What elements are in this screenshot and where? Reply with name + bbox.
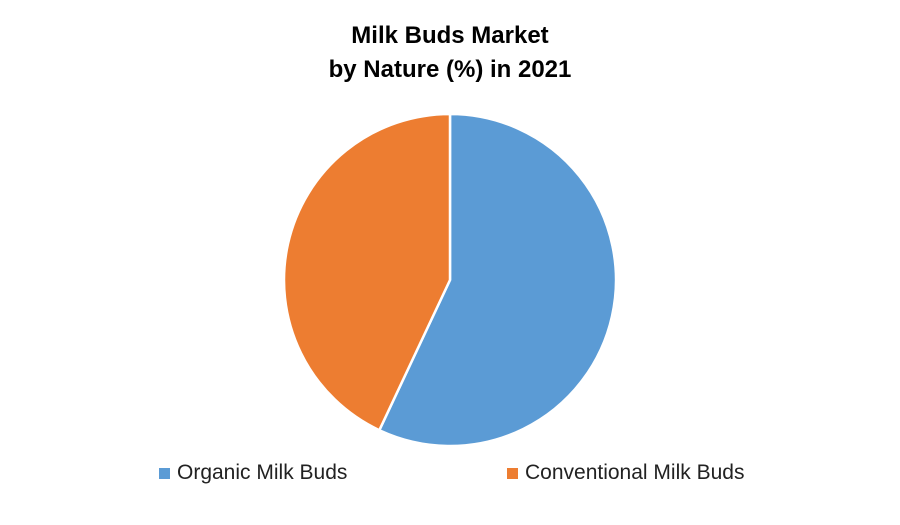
pie-slice-conventional xyxy=(282,112,452,432)
legend-label-conventional: Conventional Milk Buds xyxy=(525,461,745,484)
legend-item-conventional: Conventional Milk Buds xyxy=(507,461,744,485)
chart-title-line1: Milk Buds Market xyxy=(351,22,549,49)
legend-item-organic: Organic Milk Buds xyxy=(159,461,347,485)
legend-swatch-organic xyxy=(159,467,170,479)
pie-slice-organic xyxy=(377,112,618,448)
legend-label-organic: Organic Milk Buds xyxy=(177,461,348,484)
chart-title-line2: by Nature (%) in 2021 xyxy=(328,56,572,83)
legend-swatch-conventional xyxy=(507,467,518,479)
